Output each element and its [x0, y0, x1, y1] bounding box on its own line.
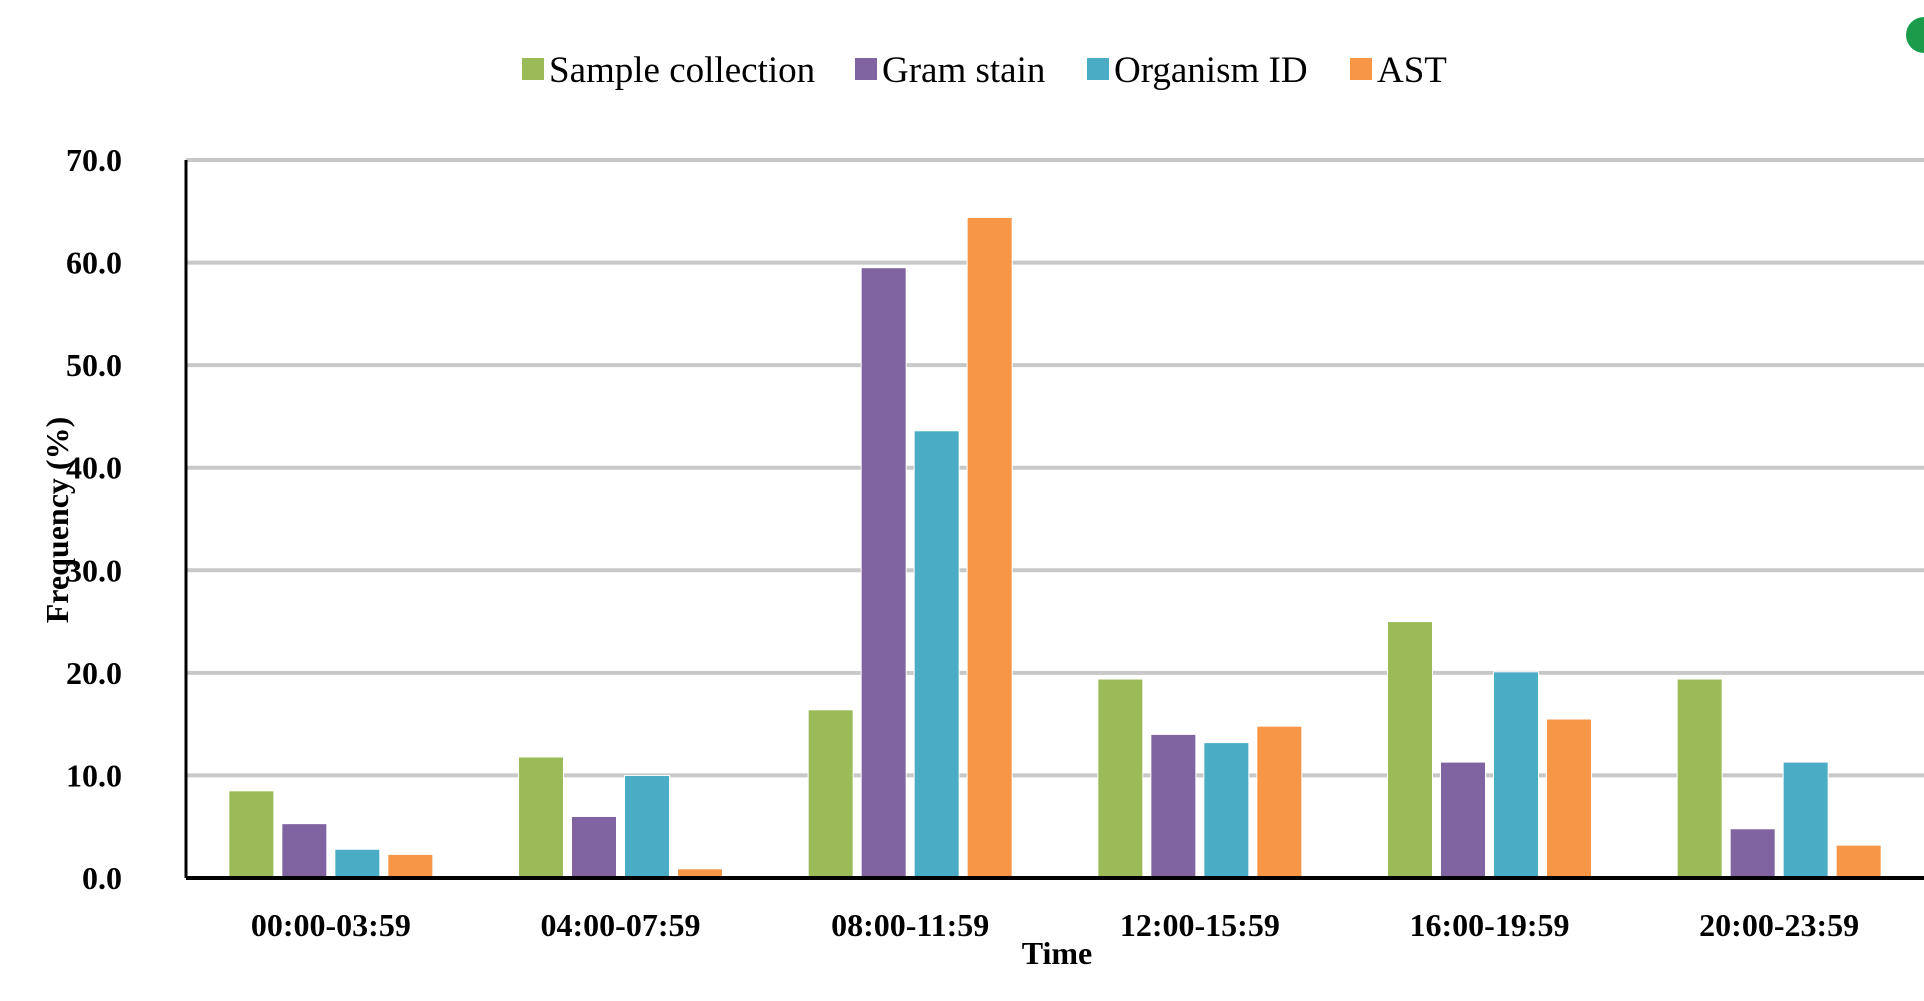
legend-swatch	[522, 58, 544, 80]
bar-sample-collection	[1676, 678, 1723, 879]
legend-swatch	[1350, 58, 1372, 80]
y-tick-label: 20.0	[66, 655, 122, 691]
bar-ast	[966, 216, 1013, 879]
bar-sample-collection	[1387, 621, 1433, 879]
x-tick-label: 04:00-07:59	[541, 907, 701, 943]
y-tick-label: 70.0	[66, 142, 122, 178]
x-tick-label: 12:00-15:59	[1120, 907, 1280, 943]
bar-sample-collection	[1097, 678, 1144, 879]
bar-organism-id	[624, 774, 670, 879]
bars	[228, 216, 1882, 879]
y-tick-label: 40.0	[66, 450, 122, 486]
x-axis-title: Time	[1022, 935, 1093, 971]
bar-gram-stain	[1440, 761, 1486, 879]
legend-label: AST	[1377, 50, 1447, 91]
y-axis-title: Frequency (%)	[39, 417, 75, 623]
bar-gram-stain	[1150, 733, 1197, 879]
bar-sample-collection	[228, 790, 275, 879]
legend-swatch	[1087, 58, 1109, 80]
bar-organism-id	[1782, 761, 1829, 879]
y-tick-label: 50.0	[66, 347, 122, 383]
x-axis: 00:00-03:59 04:00-07:59 08:00-11:59 12:00-1…	[186, 876, 1924, 943]
bar-ast	[1546, 718, 1592, 879]
bar-gram-stain	[571, 815, 617, 879]
bar-ast	[387, 853, 434, 879]
legend-swatch	[855, 58, 877, 80]
bar-sample-collection	[518, 756, 564, 879]
bar-ast	[1256, 725, 1303, 879]
corner-badge-icon	[1906, 17, 1924, 53]
x-tick-label: 16:00-19:59	[1410, 907, 1570, 943]
y-tick-label: 30.0	[66, 552, 122, 588]
x-tick-label: 00:00-03:59	[251, 907, 411, 943]
gridlines	[186, 158, 1924, 778]
bar-ast	[1835, 844, 1882, 879]
chart-legend: Sample collection Gram stain Organism ID AS…	[522, 50, 1447, 91]
bar-organism-id	[913, 430, 960, 879]
y-axis: 0.0 10.0 20.0 30.0 40.0 50.0 60.0 70.0	[66, 142, 188, 896]
x-tick-label: 20:00-23:59	[1699, 907, 1859, 943]
legend-label: Gram stain	[882, 50, 1045, 91]
y-tick-label: 60.0	[66, 245, 122, 281]
x-tick-label: 08:00-11:59	[831, 907, 989, 943]
bar-gram-stain	[1729, 828, 1776, 879]
y-tick-label: 10.0	[66, 757, 122, 793]
y-tick-label: 0.0	[82, 860, 122, 896]
legend-label: Organism ID	[1114, 50, 1308, 91]
bar-organism-id	[1203, 742, 1250, 879]
bar-gram-stain	[860, 267, 907, 879]
bar-gram-stain	[281, 823, 328, 879]
bar-organism-id	[1493, 671, 1539, 879]
legend-label: Sample collection	[549, 50, 815, 91]
bar-sample-collection	[807, 709, 854, 879]
bar-organism-id	[334, 848, 381, 879]
